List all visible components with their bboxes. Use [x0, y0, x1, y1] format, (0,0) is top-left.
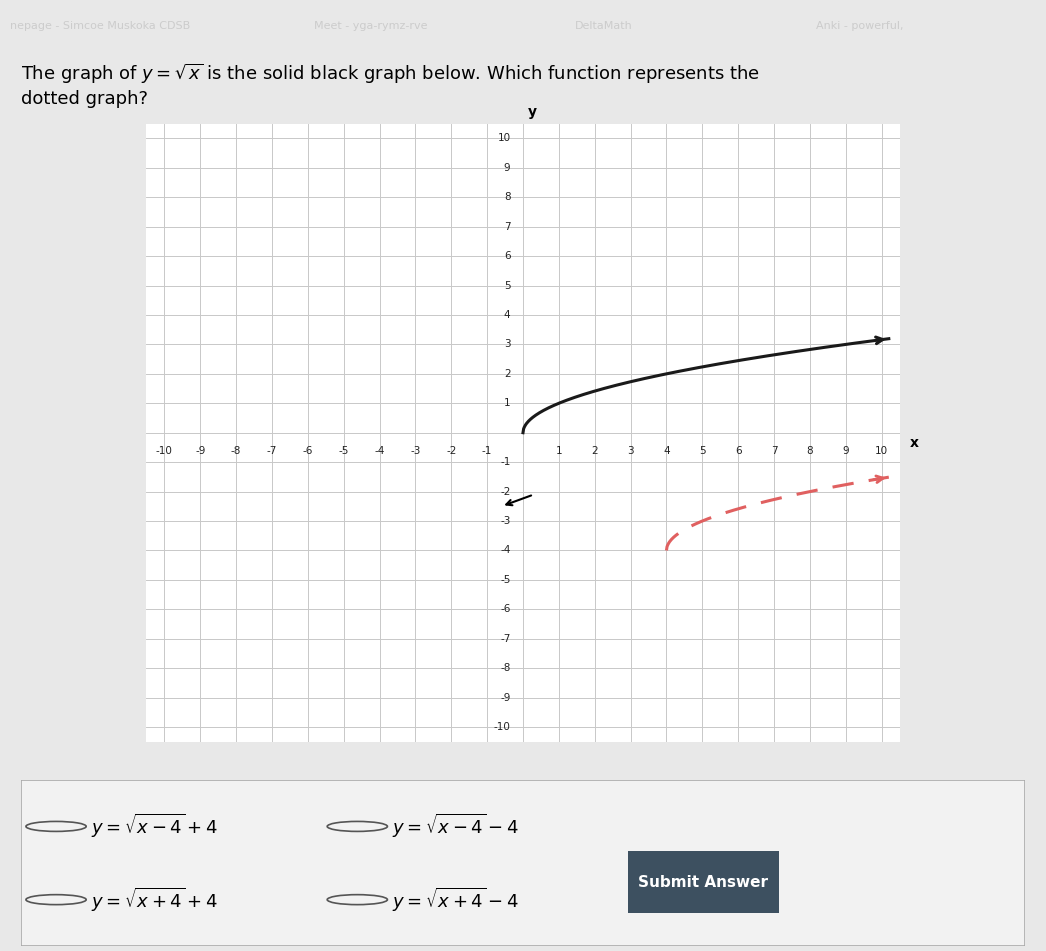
Text: y: y: [527, 105, 537, 119]
Text: $y = \sqrt{x+4}+4$: $y = \sqrt{x+4}+4$: [91, 885, 219, 914]
Text: x: x: [909, 436, 918, 450]
Text: -6: -6: [500, 604, 510, 614]
Text: Anki - powerful,: Anki - powerful,: [816, 21, 904, 31]
Text: Submit Answer: Submit Answer: [638, 875, 769, 889]
Text: 5: 5: [504, 281, 510, 290]
Text: -9: -9: [500, 692, 510, 703]
Text: 2: 2: [504, 369, 510, 378]
Text: 3: 3: [628, 446, 634, 456]
Text: 8: 8: [806, 446, 813, 456]
Text: $y = \sqrt{x-4}+4$: $y = \sqrt{x-4}+4$: [91, 812, 219, 841]
Text: $y = \sqrt{x-4}-4$: $y = \sqrt{x-4}-4$: [392, 812, 520, 841]
Text: -7: -7: [500, 633, 510, 644]
Text: -8: -8: [500, 663, 510, 673]
Text: -9: -9: [195, 446, 205, 456]
Text: 3: 3: [504, 340, 510, 349]
Text: -5: -5: [339, 446, 349, 456]
Text: nepage - Simcoe Muskoka CDSB: nepage - Simcoe Muskoka CDSB: [10, 21, 190, 31]
Text: -6: -6: [302, 446, 313, 456]
Text: 4: 4: [663, 446, 669, 456]
Text: dotted graph?: dotted graph?: [21, 90, 147, 108]
Text: 6: 6: [504, 251, 510, 262]
Text: -1: -1: [482, 446, 493, 456]
Text: -5: -5: [500, 575, 510, 585]
Text: The graph of $y = \sqrt{x}$ is the solid black graph below. Which function repre: The graph of $y = \sqrt{x}$ is the solid…: [21, 62, 759, 86]
Text: -10: -10: [494, 722, 510, 732]
Text: $y = \sqrt{x+4}-4$: $y = \sqrt{x+4}-4$: [392, 885, 520, 914]
FancyBboxPatch shape: [620, 848, 787, 916]
Text: 10: 10: [876, 446, 888, 456]
Text: 2: 2: [591, 446, 598, 456]
Text: 6: 6: [735, 446, 742, 456]
Text: 7: 7: [504, 222, 510, 232]
Text: -3: -3: [410, 446, 420, 456]
Text: -2: -2: [500, 487, 510, 496]
Text: 1: 1: [555, 446, 562, 456]
Text: -8: -8: [231, 446, 242, 456]
FancyBboxPatch shape: [21, 780, 1025, 946]
Text: 10: 10: [497, 133, 510, 144]
Text: -2: -2: [446, 446, 456, 456]
Text: 9: 9: [504, 163, 510, 173]
Text: 5: 5: [699, 446, 706, 456]
Text: 9: 9: [842, 446, 849, 456]
Text: Meet - yga-rymz-rve: Meet - yga-rymz-rve: [314, 21, 428, 31]
Text: 4: 4: [504, 310, 510, 320]
Text: DeltaMath: DeltaMath: [575, 21, 633, 31]
Text: -3: -3: [500, 516, 510, 526]
Text: 1: 1: [504, 398, 510, 408]
Text: 7: 7: [771, 446, 777, 456]
Text: 8: 8: [504, 192, 510, 203]
Text: -4: -4: [374, 446, 385, 456]
Text: -1: -1: [500, 457, 510, 467]
Text: -10: -10: [156, 446, 173, 456]
Text: -7: -7: [267, 446, 277, 456]
Text: -4: -4: [500, 546, 510, 555]
